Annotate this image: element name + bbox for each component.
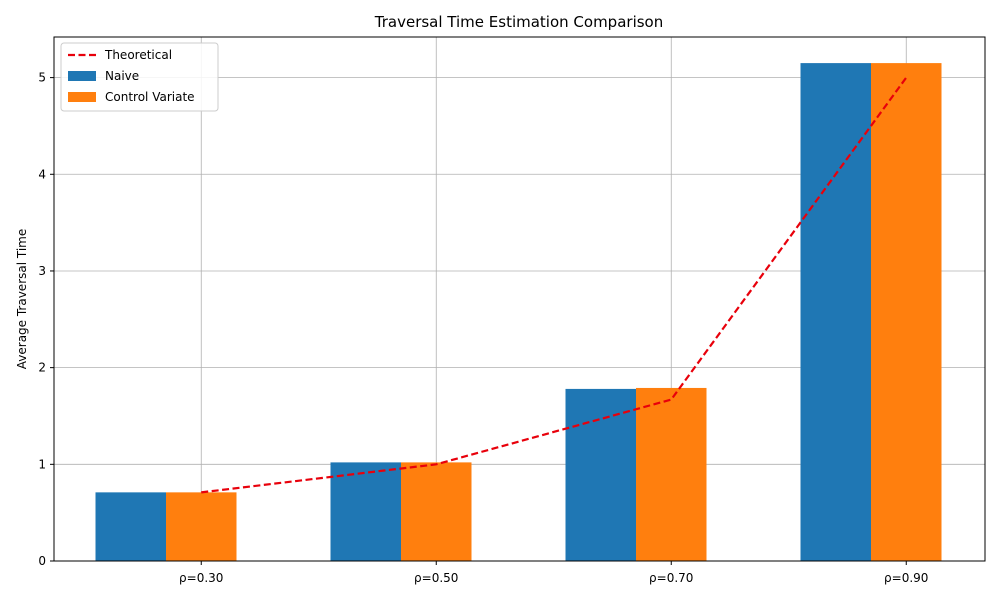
ticks: 0 1 2 3 4 5 ρ=0.30 ρ=0.50 ρ=0.70 ρ=0.90 [38, 71, 928, 585]
y-tick-label: 3 [38, 264, 46, 278]
plot-frame [53, 36, 986, 562]
bar-control-variate [871, 63, 942, 561]
legend-label: Naive [105, 69, 139, 83]
legend-label: Theoretical [104, 48, 172, 62]
x-tick-label: ρ=0.70 [649, 571, 693, 585]
x-tick-label: ρ=0.50 [414, 571, 458, 585]
bar-naive [565, 388, 636, 561]
bar-naive [800, 63, 871, 561]
legend: Theoretical Naive Control Variate [60, 42, 219, 112]
x-tick-label: ρ=0.30 [179, 571, 223, 585]
bar-naive [95, 492, 166, 561]
bars [95, 63, 942, 561]
chart-title: Traversal Time Estimation Comparison [374, 13, 663, 31]
bar-control-variate [166, 492, 237, 561]
bar-naive [330, 462, 401, 561]
legend-box [60, 42, 219, 112]
y-tick-label: 2 [38, 361, 46, 375]
y-tick-label: 4 [38, 167, 46, 181]
axes [53, 36, 986, 562]
legend-label: Control Variate [105, 90, 195, 104]
y-axis-label: Average Traversal Time [15, 229, 29, 369]
y-tick-label: 0 [38, 554, 46, 568]
legend-swatch-bar [68, 71, 96, 81]
x-tick-label: ρ=0.90 [884, 571, 928, 585]
line-theoretical [201, 76, 908, 494]
legend-swatch-bar [68, 92, 96, 102]
y-tick-label: 1 [38, 457, 46, 471]
bar-control-variate [401, 462, 472, 561]
theoretical-line-layer [201, 76, 908, 494]
y-tick-label: 5 [38, 71, 46, 85]
bar-control-variate [636, 387, 707, 561]
